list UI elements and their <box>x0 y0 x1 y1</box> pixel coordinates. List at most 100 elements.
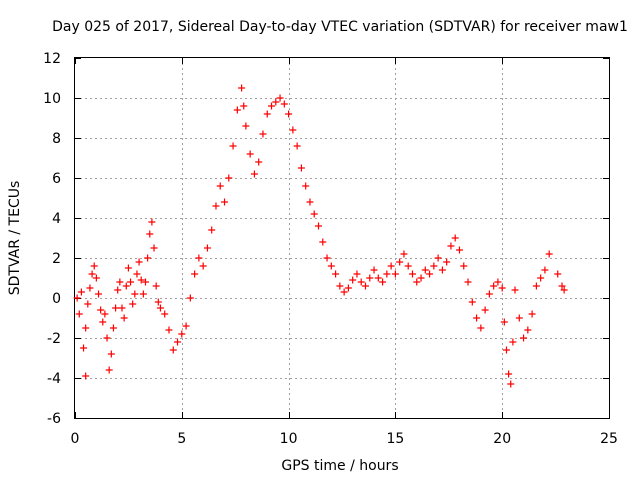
data-point <box>137 276 145 284</box>
data-point <box>524 326 532 334</box>
data-point <box>216 182 224 190</box>
data-point <box>383 270 391 278</box>
data-point <box>302 182 310 190</box>
data-point <box>481 306 489 314</box>
data-point <box>451 234 459 242</box>
data-point <box>101 310 109 318</box>
data-point <box>404 262 412 270</box>
data-point <box>84 300 92 308</box>
data-point <box>464 278 472 286</box>
data-point <box>263 110 271 118</box>
data-point <box>221 198 229 206</box>
x-tick-label: 10 <box>280 431 298 447</box>
data-point <box>344 284 352 292</box>
data-point <box>430 262 438 270</box>
data-point <box>199 262 207 270</box>
data-point <box>109 324 117 332</box>
grid <box>75 58 609 418</box>
data-point <box>229 142 237 150</box>
data-point <box>455 246 463 254</box>
data-point <box>139 290 147 298</box>
data-point <box>268 102 276 110</box>
y-tick-label: -4 <box>47 371 61 387</box>
y-tick-label: 4 <box>52 211 61 227</box>
data-point <box>212 202 220 210</box>
data-point <box>246 150 254 158</box>
y-tick-label: 2 <box>52 251 61 267</box>
data-point <box>468 298 476 306</box>
data-point <box>88 270 96 278</box>
data-point <box>515 314 523 322</box>
data-point <box>127 278 135 286</box>
data-point <box>528 310 536 318</box>
data-point <box>92 274 100 282</box>
data-point <box>349 276 357 284</box>
data-point <box>545 250 553 258</box>
data-point <box>327 262 335 270</box>
data-point <box>509 338 517 346</box>
data-point <box>141 278 149 286</box>
data-point <box>490 282 498 290</box>
data-point <box>161 310 169 318</box>
data-point <box>124 264 132 272</box>
data-point <box>122 282 130 290</box>
data-point <box>156 304 164 312</box>
data-point <box>174 338 182 346</box>
data-point <box>310 210 318 218</box>
data-point <box>129 300 137 308</box>
data-point <box>250 170 258 178</box>
data-point <box>500 318 508 326</box>
data-point <box>133 270 141 278</box>
data-point <box>107 350 115 358</box>
data-point <box>532 282 540 290</box>
data-point <box>178 330 186 338</box>
data-point <box>208 226 216 234</box>
data-point <box>131 290 139 298</box>
data-point <box>280 100 288 108</box>
data-point <box>370 266 378 274</box>
data-point <box>323 254 331 262</box>
data-point <box>460 262 468 270</box>
data-point <box>90 262 98 270</box>
data-point <box>99 318 107 326</box>
data-point <box>520 334 528 342</box>
x-tick-labels: 0 5 10 15 20 25 <box>71 431 618 447</box>
data-point <box>77 288 85 296</box>
data-point <box>225 174 233 182</box>
data-point <box>289 126 297 134</box>
data-point <box>80 344 88 352</box>
data-point <box>502 346 510 354</box>
data-point <box>332 270 340 278</box>
data-point <box>319 238 327 246</box>
data-point <box>86 284 94 292</box>
data-point <box>135 258 143 266</box>
data-point <box>276 94 284 102</box>
data-point <box>554 270 562 278</box>
data-point <box>120 314 128 322</box>
data-point <box>242 122 250 130</box>
y-tick-label: 12 <box>43 51 61 67</box>
data-point <box>150 244 158 252</box>
data-point <box>340 288 348 296</box>
data-point <box>357 278 365 286</box>
data-point <box>374 274 382 282</box>
data-point <box>413 278 421 286</box>
data-point <box>105 366 113 374</box>
data-point <box>306 198 314 206</box>
data-point <box>408 270 416 278</box>
y-tick-labels: -6 -4 -2 0 2 4 6 8 10 12 <box>43 51 61 427</box>
data-point <box>541 266 549 274</box>
data-point <box>336 282 344 290</box>
x-tick-label: 5 <box>177 431 186 447</box>
y-axis-label: SDTVAR / TECUs <box>7 181 23 296</box>
data-point <box>285 110 293 118</box>
data-point <box>118 304 126 312</box>
data-point <box>477 324 485 332</box>
data-point <box>186 294 194 302</box>
y-tick-label: 8 <box>52 131 61 147</box>
data-point <box>297 164 305 172</box>
data-point <box>97 306 105 314</box>
x-axis-label: GPS time / hours <box>281 458 398 474</box>
data-point <box>146 230 154 238</box>
